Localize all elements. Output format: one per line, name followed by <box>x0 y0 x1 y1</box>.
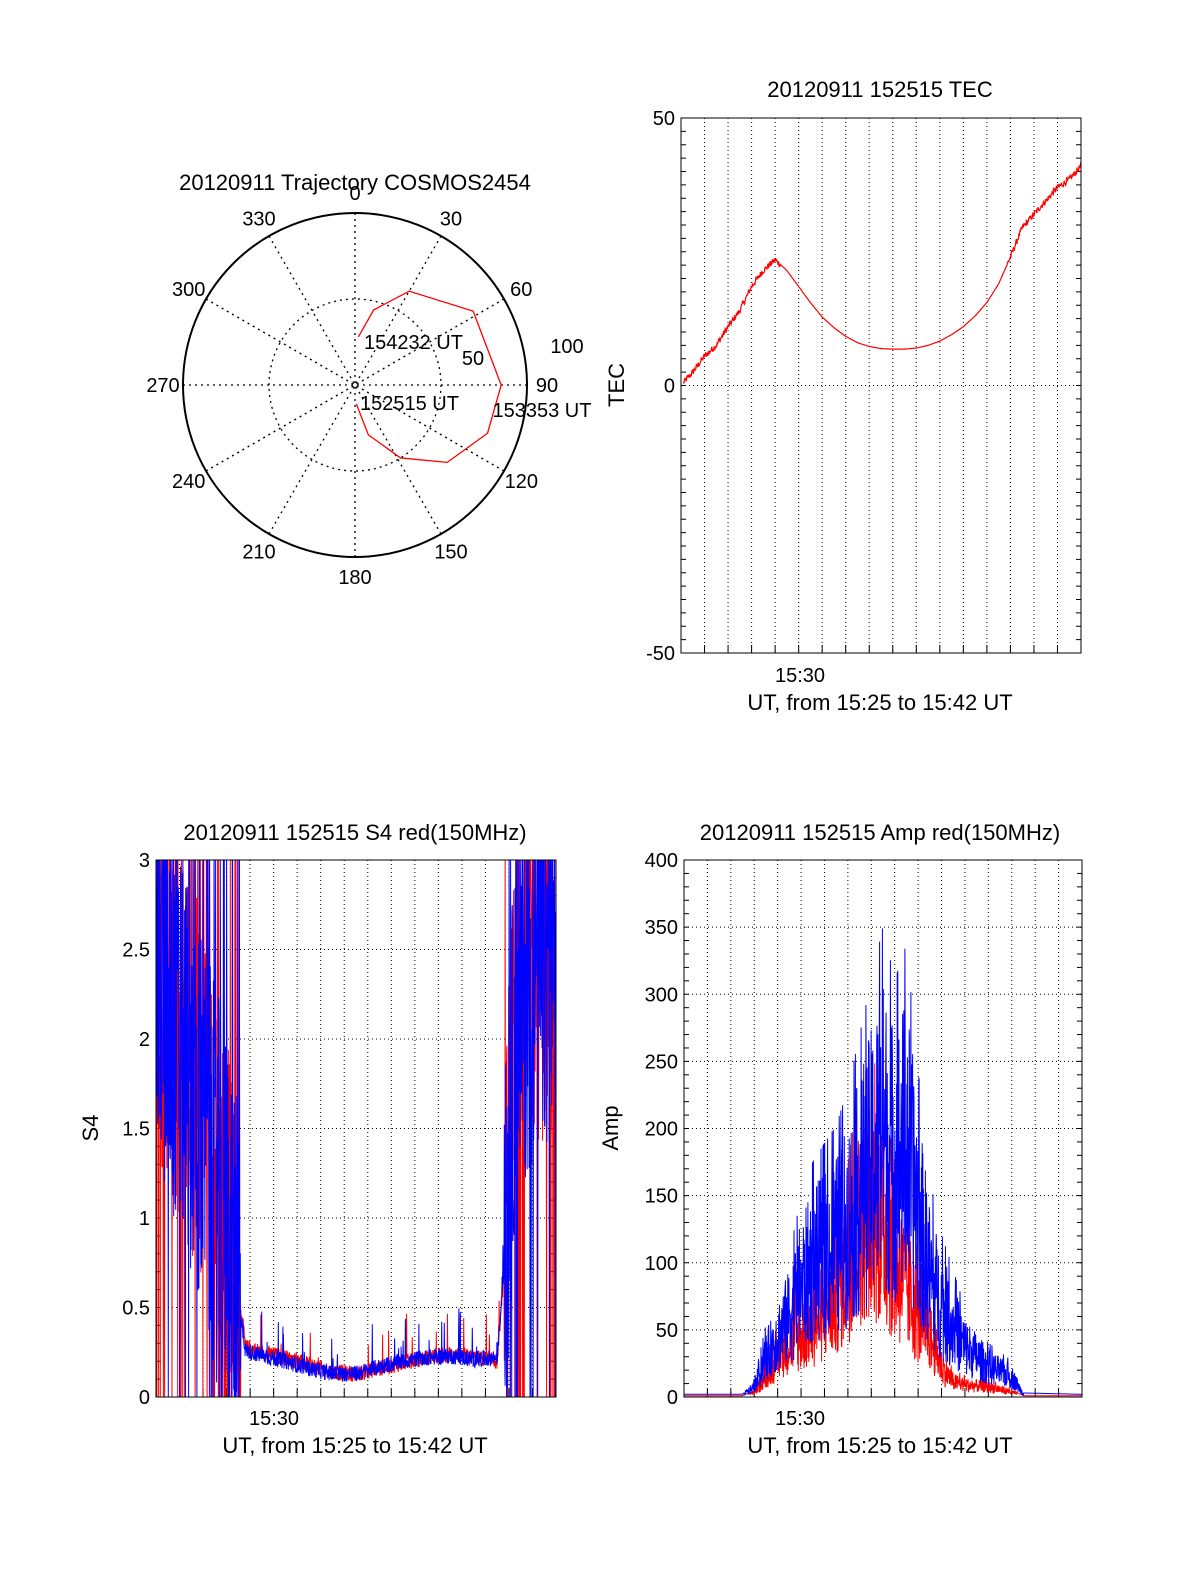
s4-y-axis-label: S4 <box>78 1115 103 1142</box>
polar-radius-label: 100 <box>550 336 583 358</box>
amp-series <box>684 928 1082 1397</box>
trajectory-time-label: 153353 UT <box>493 400 592 422</box>
y-tick-label: 350 <box>645 917 678 939</box>
polar-angle-label: 90 <box>536 375 558 397</box>
s4-chart: 20120911 152515 S4 red(150MHz) 0 0.5 1 1.5 2… <box>78 820 557 1458</box>
y-tick-label: 0 <box>664 376 675 398</box>
polar-title: 20120911 Trajectory COSMOS2454 <box>179 170 531 195</box>
tec-y-tick-labels: -50 0 50 <box>646 108 675 665</box>
amp-chart: 20120911 152515 Amp red(150MHz) 0 50 100 15… <box>598 820 1083 1458</box>
s4-y-tick-labels: 0 0.5 1 1.5 2 2.5 3 <box>122 850 150 1409</box>
polar-angle-label: 270 <box>146 375 179 397</box>
s4-x-tick-label: 15:30 <box>249 1408 299 1430</box>
tec-x-axis-label: UT, from 15:25 to 15:42 UT <box>747 690 1012 715</box>
tec-series <box>682 162 1082 384</box>
polar-radius-label: 50 <box>462 348 484 370</box>
amp-x-tick-label: 15:30 <box>775 1408 825 1430</box>
y-tick-label: 300 <box>645 984 678 1006</box>
y-tick-label: 0.5 <box>122 1298 150 1320</box>
tec-axes-box <box>680 117 1082 654</box>
amp-title: 20120911 152515 Amp red(150MHz) <box>700 820 1060 845</box>
tec-series-line <box>682 162 1082 384</box>
y-tick-label: 1 <box>139 1208 150 1230</box>
s4-blue-series <box>155 859 557 1398</box>
polar-angle-label: 150 <box>434 541 467 563</box>
y-tick-label: 50 <box>656 1320 678 1342</box>
y-tick-label: 250 <box>645 1051 678 1073</box>
y-tick-label: 0 <box>667 1387 678 1409</box>
polar-angle-label: 300 <box>172 279 205 301</box>
s4-title: 20120911 152515 S4 red(150MHz) <box>183 820 526 845</box>
polar-angle-label: 330 <box>242 209 275 231</box>
y-tick-label: 150 <box>645 1186 678 1208</box>
polar-angle-label: 0 <box>349 183 360 205</box>
amp-y-tick-labels: 0 50 100 150 200 250 300 350 400 <box>645 850 678 1409</box>
y-tick-label: 200 <box>645 1119 678 1141</box>
polar-angle-labels: 0 30 60 90 120 150 180 210 240 270 300 330 <box>146 183 558 589</box>
polar-angle-label: 30 <box>440 209 462 231</box>
polar-angle-label: 240 <box>172 471 205 493</box>
polar-grid <box>182 212 528 558</box>
trajectory <box>355 290 502 464</box>
s4-axes-box <box>155 859 557 1398</box>
amp-axes-box <box>683 859 1083 1398</box>
tec-chart: 20120911 152515 TEC -50 0 50 15:30 UT, fro… <box>604 77 1082 715</box>
polar-angle-label: 210 <box>242 541 275 563</box>
y-tick-label: 1.5 <box>122 1119 150 1141</box>
amp-x-axis-label: UT, from 15:25 to 15:42 UT <box>747 1433 1012 1458</box>
polar-trajectory-chart: 20120911 Trajectory COSMOS2454 0 30 60 90 12… <box>146 170 591 589</box>
amp-y-axis-label: Amp <box>598 1105 623 1150</box>
polar-angle-label: 120 <box>505 471 538 493</box>
polar-radius-labels: 50 100 <box>462 336 584 370</box>
trajectory-annotations: 154232 UT 153353 UT 152515 UT <box>360 332 591 422</box>
amp-blue-series <box>684 928 1082 1397</box>
s4-series <box>155 859 557 1398</box>
trajectory-time-label: 152515 UT <box>360 393 459 415</box>
y-tick-label: 2.5 <box>122 940 150 962</box>
trajectory-line <box>355 290 502 464</box>
tec-title: 20120911 152515 TEC <box>767 77 993 102</box>
polar-angle-label: 180 <box>338 567 371 589</box>
y-tick-label: 50 <box>653 108 675 130</box>
tec-x-tick-label: 15:30 <box>775 665 825 687</box>
y-tick-label: 100 <box>645 1253 678 1275</box>
y-tick-label: -50 <box>646 643 675 665</box>
y-tick-label: 400 <box>645 850 678 872</box>
tec-y-axis-label: TEC <box>604 363 629 407</box>
y-tick-label: 3 <box>139 850 150 872</box>
y-tick-label: 2 <box>139 1029 150 1051</box>
tec-grid <box>681 117 1081 654</box>
s4-x-axis-label: UT, from 15:25 to 15:42 UT <box>222 1433 487 1458</box>
polar-angle-label: 60 <box>510 279 532 301</box>
y-tick-label: 0 <box>139 1387 150 1409</box>
trajectory-time-label: 154232 UT <box>364 332 463 354</box>
